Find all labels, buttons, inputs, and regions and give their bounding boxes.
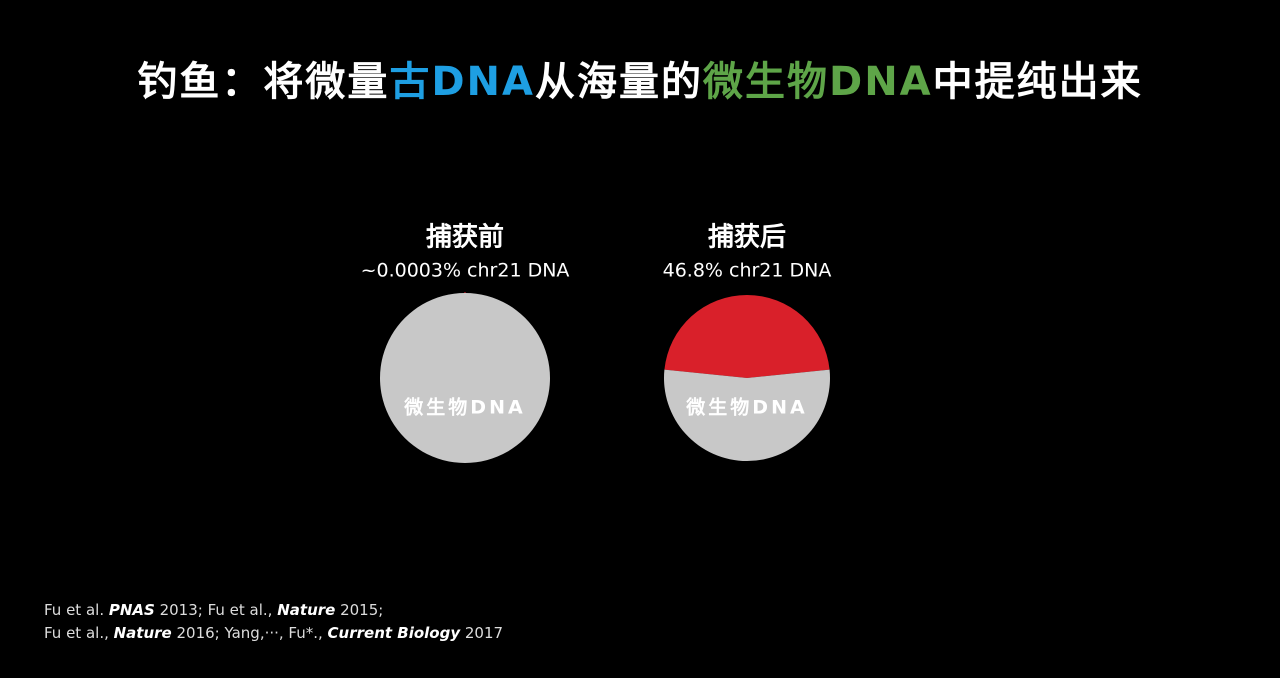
reference-segment: Nature <box>277 601 335 619</box>
reference-segment: 2015; <box>335 601 383 619</box>
reference-segment: 2013; Fu et al., <box>155 601 277 619</box>
pie-title: 捕获前 <box>426 222 504 253</box>
title-segment: 钓鱼：将微量 <box>137 59 389 105</box>
title-segment: 微生物DNA <box>702 59 933 105</box>
pie-subtitle: 46.8% chr21 DNA <box>663 260 832 282</box>
reference-line: Fu et al., Nature 2016; Yang,···, Fu*., … <box>44 624 503 642</box>
reference-segment: 2016; Yang,···, Fu*., <box>172 624 328 642</box>
reference-segment: PNAS <box>109 601 155 619</box>
title-segment: 中提纯出来 <box>933 59 1143 105</box>
pie-slice <box>664 295 830 378</box>
references: Fu et al. PNAS 2013; Fu et al., Nature 2… <box>44 601 503 642</box>
pie-title: 捕获后 <box>708 223 786 253</box>
reference-segment: Nature <box>114 624 172 642</box>
slide-title: 钓鱼：将微量古DNA从海量的微生物DNA中提纯出来 <box>137 59 1142 105</box>
pie-slice <box>380 293 550 463</box>
reference-segment: Fu et al., <box>44 624 114 642</box>
pie-subtitle: ~0.0003% chr21 DNA <box>361 260 570 282</box>
reference-segment: Fu et al. <box>44 601 109 619</box>
title-segment: 从海量的 <box>535 59 703 105</box>
slice-label: 微生物DNA <box>685 396 807 419</box>
reference-segment: 2017 <box>460 624 503 642</box>
reference-segment: Current Biology <box>328 624 462 642</box>
reference-line: Fu et al. PNAS 2013; Fu et al., Nature 2… <box>44 601 383 619</box>
pie-slice <box>663 369 830 462</box>
slice-label: 微生物DNA <box>403 396 525 419</box>
title-segment: 古DNA <box>389 59 535 105</box>
